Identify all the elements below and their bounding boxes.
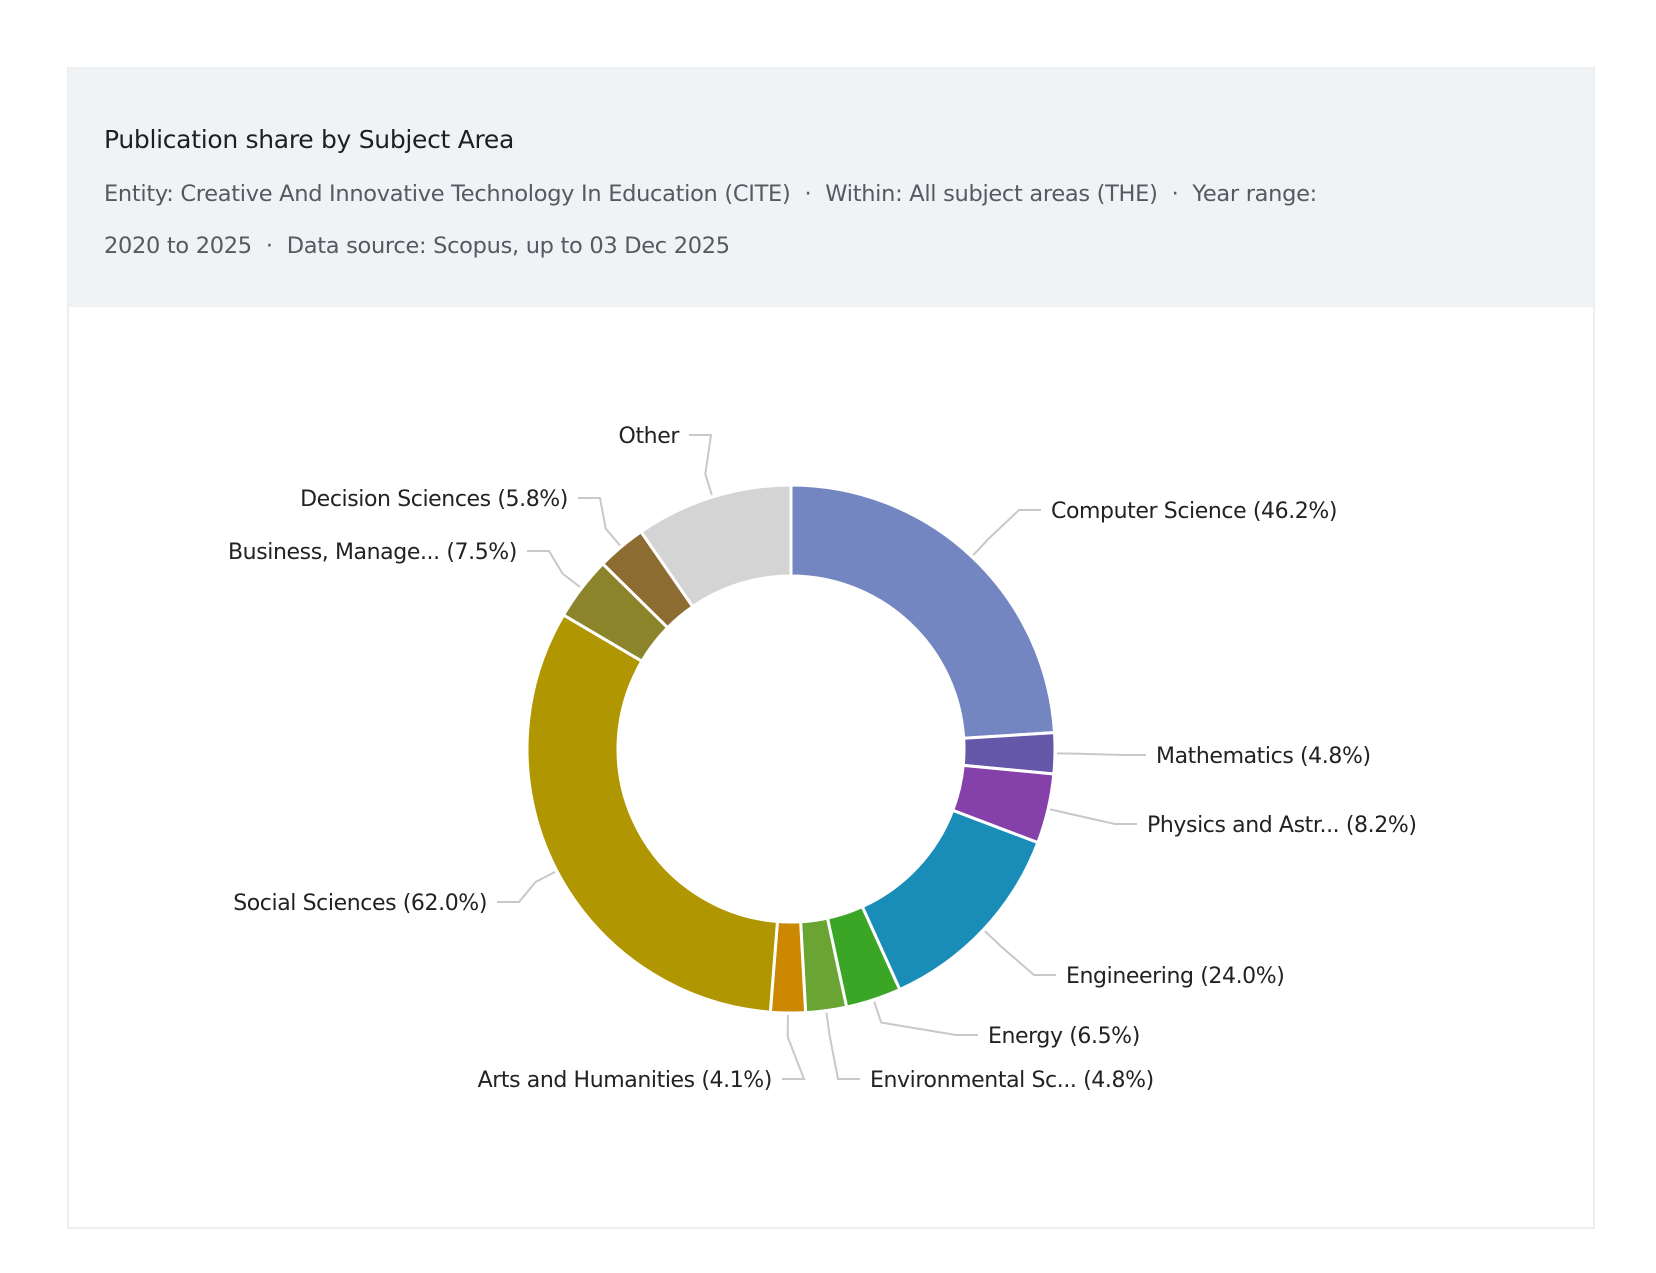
slice-label: Social Sciences (62.0%) bbox=[233, 891, 487, 916]
leader-line bbox=[1049, 808, 1137, 825]
slice-label: Energy (6.5%) bbox=[988, 1024, 1140, 1049]
leader-line bbox=[782, 1014, 806, 1080]
leader-line bbox=[689, 434, 713, 496]
year-range-value: 2020 to 2025 bbox=[104, 233, 252, 259]
slice-label: Mathematics (4.8%) bbox=[1156, 744, 1371, 769]
leader-line bbox=[972, 509, 1041, 556]
data-source-text: Data source: Scopus, up to 03 Dec 2025 bbox=[286, 233, 730, 259]
separator: · bbox=[1171, 181, 1179, 207]
separator: · bbox=[804, 181, 812, 207]
chart-card: Publication share by Subject Area Entity… bbox=[67, 67, 1595, 1229]
leader-line bbox=[527, 550, 581, 588]
slice-other[interactable] bbox=[638, 483, 793, 609]
chart-title: Publication share by Subject Area bbox=[104, 125, 515, 154]
leader-line bbox=[825, 1012, 860, 1080]
slice-label: Other bbox=[619, 424, 681, 449]
leader-line bbox=[497, 870, 556, 903]
within-text: Within: All subject areas (THE) bbox=[825, 181, 1158, 207]
chart-subtitle-line-1: Entity: Creative And Innovative Technolo… bbox=[104, 181, 1317, 207]
slice-label: Computer Science (46.2%) bbox=[1051, 499, 1337, 524]
slice-social-sciences[interactable] bbox=[525, 612, 780, 1014]
slice-label: Engineering (24.0%) bbox=[1066, 964, 1284, 989]
separator: · bbox=[265, 233, 273, 259]
year-range-label: Year range: bbox=[1192, 181, 1317, 207]
slice-label: Business, Manage... (7.5%) bbox=[228, 540, 517, 565]
slice-label: Arts and Humanities (4.1%) bbox=[478, 1068, 772, 1093]
slice-label: Physics and Astr... (8.2%) bbox=[1147, 813, 1417, 838]
leader-line bbox=[984, 930, 1056, 976]
slice-label: Decision Sciences (5.8%) bbox=[300, 487, 568, 512]
leader-line bbox=[578, 497, 621, 546]
chart-subtitle-line-2: 2020 to 2025 · Data source: Scopus, up to … bbox=[104, 233, 730, 259]
leader-line bbox=[873, 1001, 978, 1036]
slice-computer-science[interactable] bbox=[789, 483, 1057, 740]
chart-header: Publication share by Subject Area Entity… bbox=[69, 69, 1593, 307]
leader-line bbox=[1056, 752, 1146, 756]
slice-label: Environmental Sc... (4.8%) bbox=[870, 1068, 1154, 1093]
entity-text: Entity: Creative And Innovative Technolo… bbox=[104, 181, 791, 207]
